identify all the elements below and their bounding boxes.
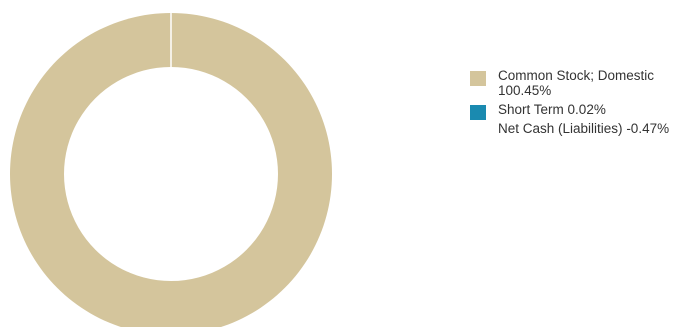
legend-value-common-stock: 100.45% [498, 83, 552, 98]
legend-item-common-stock: Common Stock; Domestic 100.45% [470, 68, 700, 98]
legend-label-net-cash: Net Cash (Liabilities) [498, 121, 623, 136]
legend-item-net-cash: Net Cash (Liabilities) -0.47% [470, 121, 700, 136]
donut-slice-common-stock-domestic [9, 13, 332, 327]
legend-swatch-short-term [470, 105, 486, 120]
legend-value-net-cash: -0.47% [626, 121, 670, 136]
legend: Common Stock; Domestic 100.45% Short Ter… [470, 68, 700, 140]
legend-item-short-term: Short Term 0.02% [470, 102, 700, 120]
legend-value-short-term: 0.02% [567, 102, 606, 117]
legend-swatch-common-stock [470, 71, 486, 86]
donut-slices [9, 12, 332, 327]
legend-label-common-stock: Common Stock; Domestic [498, 68, 655, 83]
legend-label-short-term: Short Term [498, 102, 564, 117]
legend-swatch-net-cash [470, 124, 486, 139]
